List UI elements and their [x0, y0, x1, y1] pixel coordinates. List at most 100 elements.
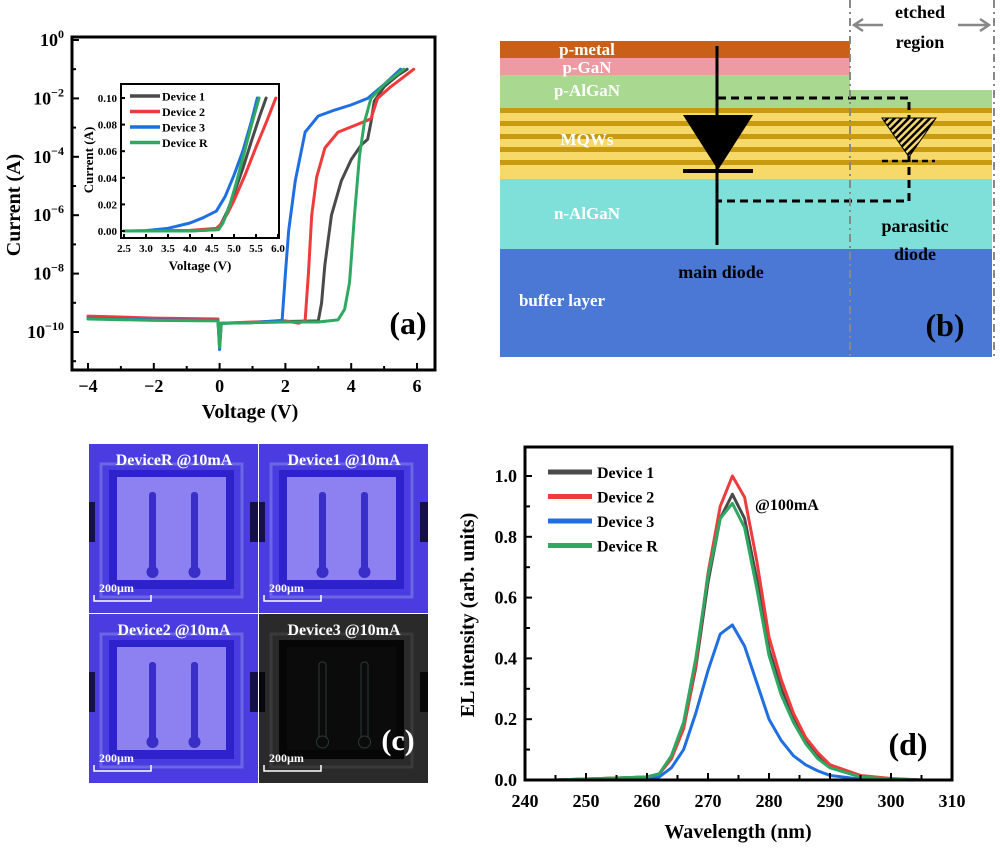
- inset-y-tick-label: 0.00: [98, 226, 118, 238]
- finger-electrode: [319, 492, 326, 572]
- layer-p-algan-etched: [850, 90, 992, 108]
- label-p-metal: p-metal: [559, 40, 615, 59]
- layer-p-algan: [500, 75, 850, 108]
- label-main-diode: main diode: [678, 262, 764, 282]
- emission-area: [287, 647, 396, 750]
- finger-electrode: [191, 662, 198, 742]
- etched-region-arrows: [851, 17, 992, 33]
- legend-label-device-r: Device R: [597, 539, 658, 556]
- x-tick-label: 290: [817, 791, 844, 811]
- legend-label-device-1: Device 1: [597, 465, 654, 482]
- y-tick-label: 0.0: [495, 770, 518, 790]
- parasitic-diode-symbol: [881, 117, 937, 163]
- legend-label-device-2: Device 2: [162, 105, 205, 119]
- inset-frame: [120, 83, 280, 239]
- inset-x-tick-label: 4.0: [183, 243, 197, 255]
- inset-xlabel: Voltage (V): [169, 258, 232, 273]
- x-tick-label: 270: [695, 791, 722, 811]
- tile-label: Device2 @10mA: [117, 622, 231, 639]
- micrograph-tile: DeviceR @10mA 200µm: [89, 444, 258, 613]
- y-tick-label: 10−10: [27, 319, 64, 342]
- inset-x-tick-label: 6.0: [271, 243, 285, 255]
- scale-bar: [93, 765, 152, 772]
- panel-d-xlabel: Wavelength (nm): [664, 821, 811, 843]
- x-tick-label: 4: [347, 376, 356, 396]
- x-tick-label: 250: [573, 791, 600, 811]
- inset-x-tick-label: 4.5: [205, 243, 219, 255]
- inset-x-tick-label: 5.0: [227, 243, 241, 255]
- y-tick-label: 100: [40, 27, 64, 50]
- inset-y-tick-label: 0.04: [98, 173, 118, 185]
- inset-series-device-r: [122, 96, 261, 233]
- label-p-algan: p-AlGaN: [554, 81, 621, 100]
- panel-d-ylabel: EL intensity (arb. units): [457, 513, 479, 717]
- x-tick-label: 300: [878, 791, 905, 811]
- emission-area: [117, 647, 226, 750]
- panel-b-diagram: p-metal p-GaN p-AlGaN MQWs n-AlGaN buffe…: [500, 0, 995, 360]
- tile-label: DeviceR @10mA: [116, 452, 233, 469]
- scale-bar-label: 200µm: [269, 751, 304, 765]
- y-tick-label: 10−2: [33, 85, 64, 108]
- finger-electrode: [360, 661, 369, 743]
- y-tick-label: 1.0: [495, 466, 518, 486]
- label-mqws: MQWs: [561, 130, 614, 149]
- micrograph-tile: Device1 @10mA 200µm: [259, 444, 428, 613]
- x-tick-label: 240: [512, 791, 539, 811]
- layer-buffer: [500, 249, 992, 357]
- panel-d-label: (d): [888, 726, 927, 762]
- y-tick-label: 0.4: [495, 648, 518, 668]
- x-tick-label: 2: [281, 376, 290, 396]
- x-tick-label: 0: [215, 376, 224, 396]
- series-device-r: [86, 67, 406, 349]
- y-tick-label: 10−6: [33, 202, 64, 225]
- label-buffer-layer: buffer layer: [519, 291, 606, 310]
- finger-electrode: [191, 492, 198, 572]
- panel-c-label: (c): [381, 724, 414, 757]
- inset-y-tick-label: 0.08: [98, 120, 118, 132]
- parasitic-path-dashed: [718, 96, 911, 203]
- label-etched-region-1: etched: [895, 2, 945, 22]
- x-tick-label: 280: [756, 791, 783, 811]
- x-tick-label: 260: [634, 791, 661, 811]
- panel-a-iv-chart: −4 −2 0 2 4 6 100 10−2 10−4 10−6 10−8 10−10 Voltage…: [3, 27, 437, 423]
- layer-n-algan: [500, 179, 992, 249]
- main-diode-symbol: [683, 46, 753, 245]
- legend-label-device-3: Device 3: [162, 121, 205, 135]
- scale-bar-label: 200µm: [99, 751, 134, 765]
- tile-label: Device1 @10mA: [287, 452, 401, 469]
- inset-x-tick-label: 3.0: [139, 243, 153, 255]
- y-tick-label: 10−4: [33, 144, 64, 167]
- series-device-r: [554, 501, 923, 780]
- emission-area: [117, 477, 226, 580]
- inset-x-tick-label: 5.5: [249, 243, 263, 255]
- panel-a-label: (a): [389, 305, 426, 341]
- inset-y-tick-label: 0.02: [98, 199, 118, 211]
- inset-x-tick-label: 3.5: [161, 243, 175, 255]
- panel-a-inset: 2.5 3.0 3.5 4.0 4.5 5.0 5.5 6.0 0.00 0.02 0.04 0.06…: [81, 83, 285, 273]
- label-etched-region-2: region: [896, 32, 945, 52]
- scale-bar-label: 200µm: [99, 581, 134, 595]
- label-n-algan: n-AlGaN: [554, 204, 621, 223]
- inset-y-tick-label: 0.10: [98, 93, 118, 105]
- panel-d-legend: Device 1 Device 2 Device 3 Device R: [548, 465, 658, 556]
- finger-electrode: [361, 492, 368, 572]
- finger-electrode: [149, 492, 156, 572]
- legend-label-device-3: Device 3: [597, 514, 654, 531]
- layer-p-gan: [500, 58, 850, 75]
- y-tick-label: 10−8: [33, 261, 64, 284]
- label-parasitic-diode-1: parasitic: [882, 216, 949, 236]
- label-p-gan: p-GaN: [562, 58, 612, 77]
- panel-a-xlabel: Voltage (V): [202, 401, 298, 423]
- finger-electrode: [318, 661, 327, 743]
- legend-label-device-2: Device 2: [597, 490, 654, 507]
- panel-a-ylabel: Current (A): [3, 154, 25, 256]
- y-tick-label: 0.6: [495, 588, 518, 608]
- x-tick-label: 6: [413, 376, 422, 396]
- y-tick-label: 0.8: [495, 527, 518, 547]
- emission-area: [287, 477, 396, 580]
- label-parasitic-diode-2: diode: [894, 244, 936, 264]
- scale-bar-label: 200µm: [269, 581, 304, 595]
- micrograph-tile: Device3 @10mA 200µm: [259, 614, 428, 783]
